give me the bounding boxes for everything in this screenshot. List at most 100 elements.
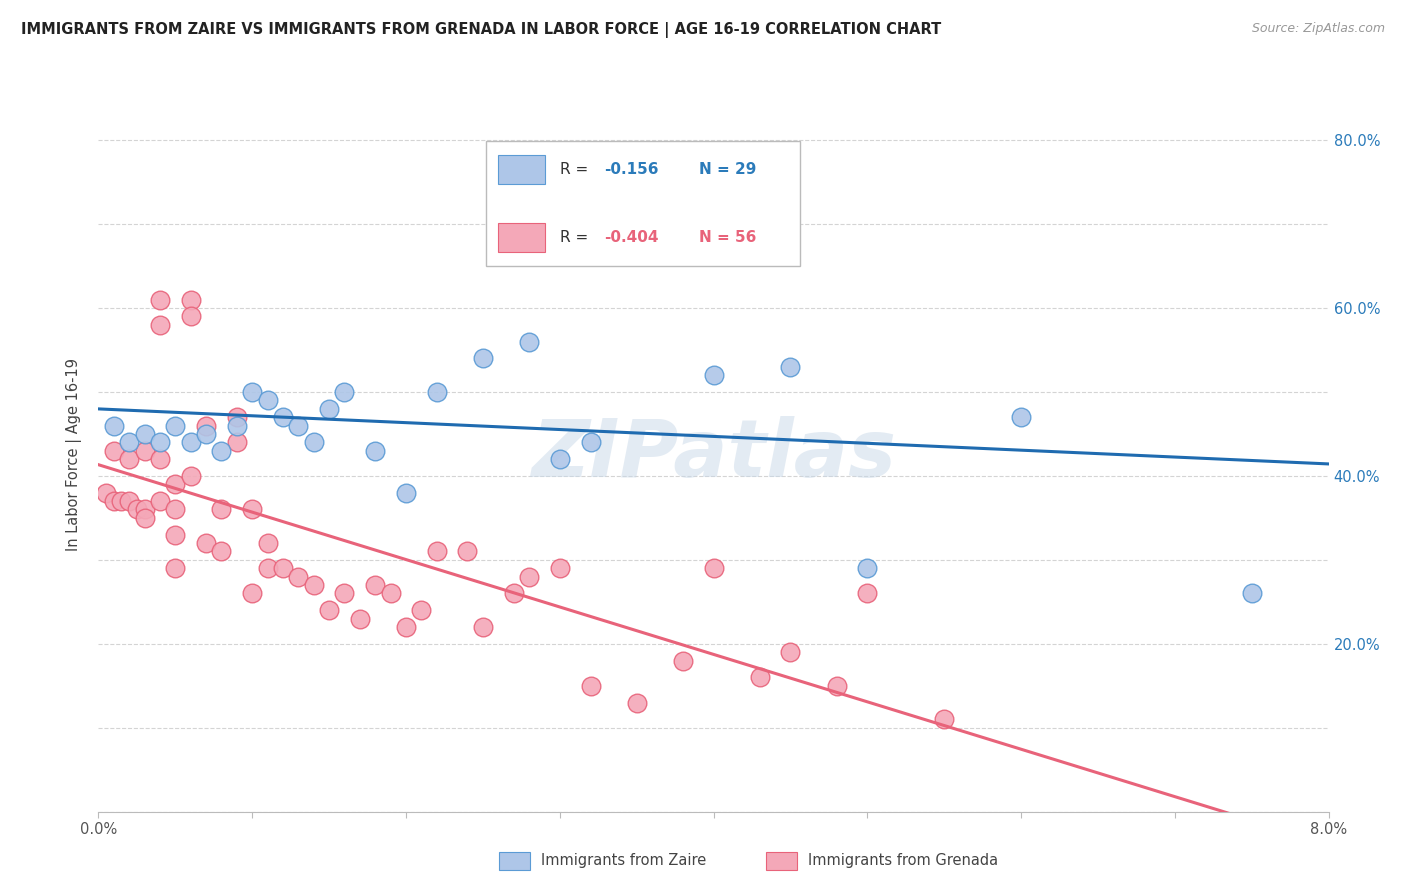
Point — [103, 418, 125, 433]
Point — [149, 293, 172, 307]
Point — [118, 452, 141, 467]
Text: N = 29: N = 29 — [699, 162, 756, 177]
Point — [165, 561, 187, 575]
Point — [240, 586, 263, 600]
Point — [748, 670, 770, 684]
Point — [302, 578, 325, 592]
Point — [110, 494, 132, 508]
Text: -0.404: -0.404 — [605, 230, 658, 244]
Point — [703, 561, 725, 575]
Point — [149, 494, 172, 508]
Point — [180, 469, 202, 483]
Point — [364, 578, 387, 592]
FancyBboxPatch shape — [498, 223, 546, 252]
Text: N = 56: N = 56 — [699, 230, 756, 244]
Point — [349, 612, 371, 626]
Point — [195, 426, 218, 441]
Text: IMMIGRANTS FROM ZAIRE VS IMMIGRANTS FROM GRENADA IN LABOR FORCE | AGE 16-19 CORR: IMMIGRANTS FROM ZAIRE VS IMMIGRANTS FROM… — [21, 22, 942, 38]
Point — [256, 561, 278, 575]
FancyBboxPatch shape — [486, 141, 800, 266]
Point — [471, 351, 494, 366]
Point — [195, 536, 218, 550]
Point — [118, 435, 141, 450]
Point — [211, 443, 233, 458]
Point — [318, 603, 340, 617]
Point — [149, 452, 172, 467]
Point — [103, 443, 125, 458]
Point — [134, 443, 156, 458]
Point — [779, 645, 801, 659]
Point — [1010, 410, 1032, 425]
Point — [180, 293, 202, 307]
Point — [579, 679, 602, 693]
Point — [548, 561, 571, 575]
Point — [934, 712, 956, 726]
Text: R =: R = — [560, 162, 593, 177]
Point — [1240, 586, 1263, 600]
Point — [287, 569, 309, 583]
Point — [672, 654, 695, 668]
Point — [395, 620, 418, 634]
Point — [225, 418, 247, 433]
Point — [180, 310, 202, 324]
Point — [134, 502, 156, 516]
Point — [94, 485, 117, 500]
Y-axis label: In Labor Force | Age 16-19: In Labor Force | Age 16-19 — [66, 359, 83, 551]
Point — [149, 435, 172, 450]
Text: Immigrants from Zaire: Immigrants from Zaire — [541, 854, 707, 868]
Point — [579, 435, 602, 450]
Point — [626, 217, 648, 231]
Point — [134, 426, 156, 441]
Point — [211, 544, 233, 558]
Point — [225, 435, 247, 450]
Text: Source: ZipAtlas.com: Source: ZipAtlas.com — [1251, 22, 1385, 36]
Point — [271, 410, 294, 425]
Point — [287, 418, 309, 433]
Point — [502, 586, 524, 600]
Point — [118, 494, 141, 508]
Point — [195, 418, 218, 433]
Point — [165, 527, 187, 541]
Text: -0.156: -0.156 — [605, 162, 658, 177]
Point — [302, 435, 325, 450]
Point — [134, 511, 156, 525]
Point — [225, 410, 247, 425]
Point — [240, 384, 263, 399]
Point — [165, 418, 187, 433]
Point — [380, 586, 402, 600]
Text: R =: R = — [560, 230, 593, 244]
Point — [256, 536, 278, 550]
Point — [240, 502, 263, 516]
Point — [426, 384, 449, 399]
Point — [103, 494, 125, 508]
Point — [165, 477, 187, 491]
Point — [318, 401, 340, 416]
Point — [856, 561, 879, 575]
Text: ZIPatlas: ZIPatlas — [531, 416, 896, 494]
Point — [426, 544, 449, 558]
Point — [517, 334, 540, 349]
Point — [411, 603, 433, 617]
Point — [271, 561, 294, 575]
Point — [703, 368, 725, 383]
Point — [825, 679, 848, 693]
Text: Immigrants from Grenada: Immigrants from Grenada — [808, 854, 998, 868]
Point — [165, 502, 187, 516]
Point — [149, 318, 172, 332]
Point — [364, 443, 387, 458]
Point — [211, 502, 233, 516]
Point — [626, 696, 648, 710]
Point — [395, 485, 418, 500]
Point — [548, 452, 571, 467]
Point — [856, 586, 879, 600]
Point — [333, 384, 356, 399]
Point — [180, 435, 202, 450]
Point — [256, 393, 278, 408]
Point — [456, 544, 478, 558]
Point — [779, 359, 801, 374]
FancyBboxPatch shape — [498, 155, 546, 184]
Point — [125, 502, 148, 516]
Point — [517, 569, 540, 583]
Point — [471, 620, 494, 634]
Point — [333, 586, 356, 600]
